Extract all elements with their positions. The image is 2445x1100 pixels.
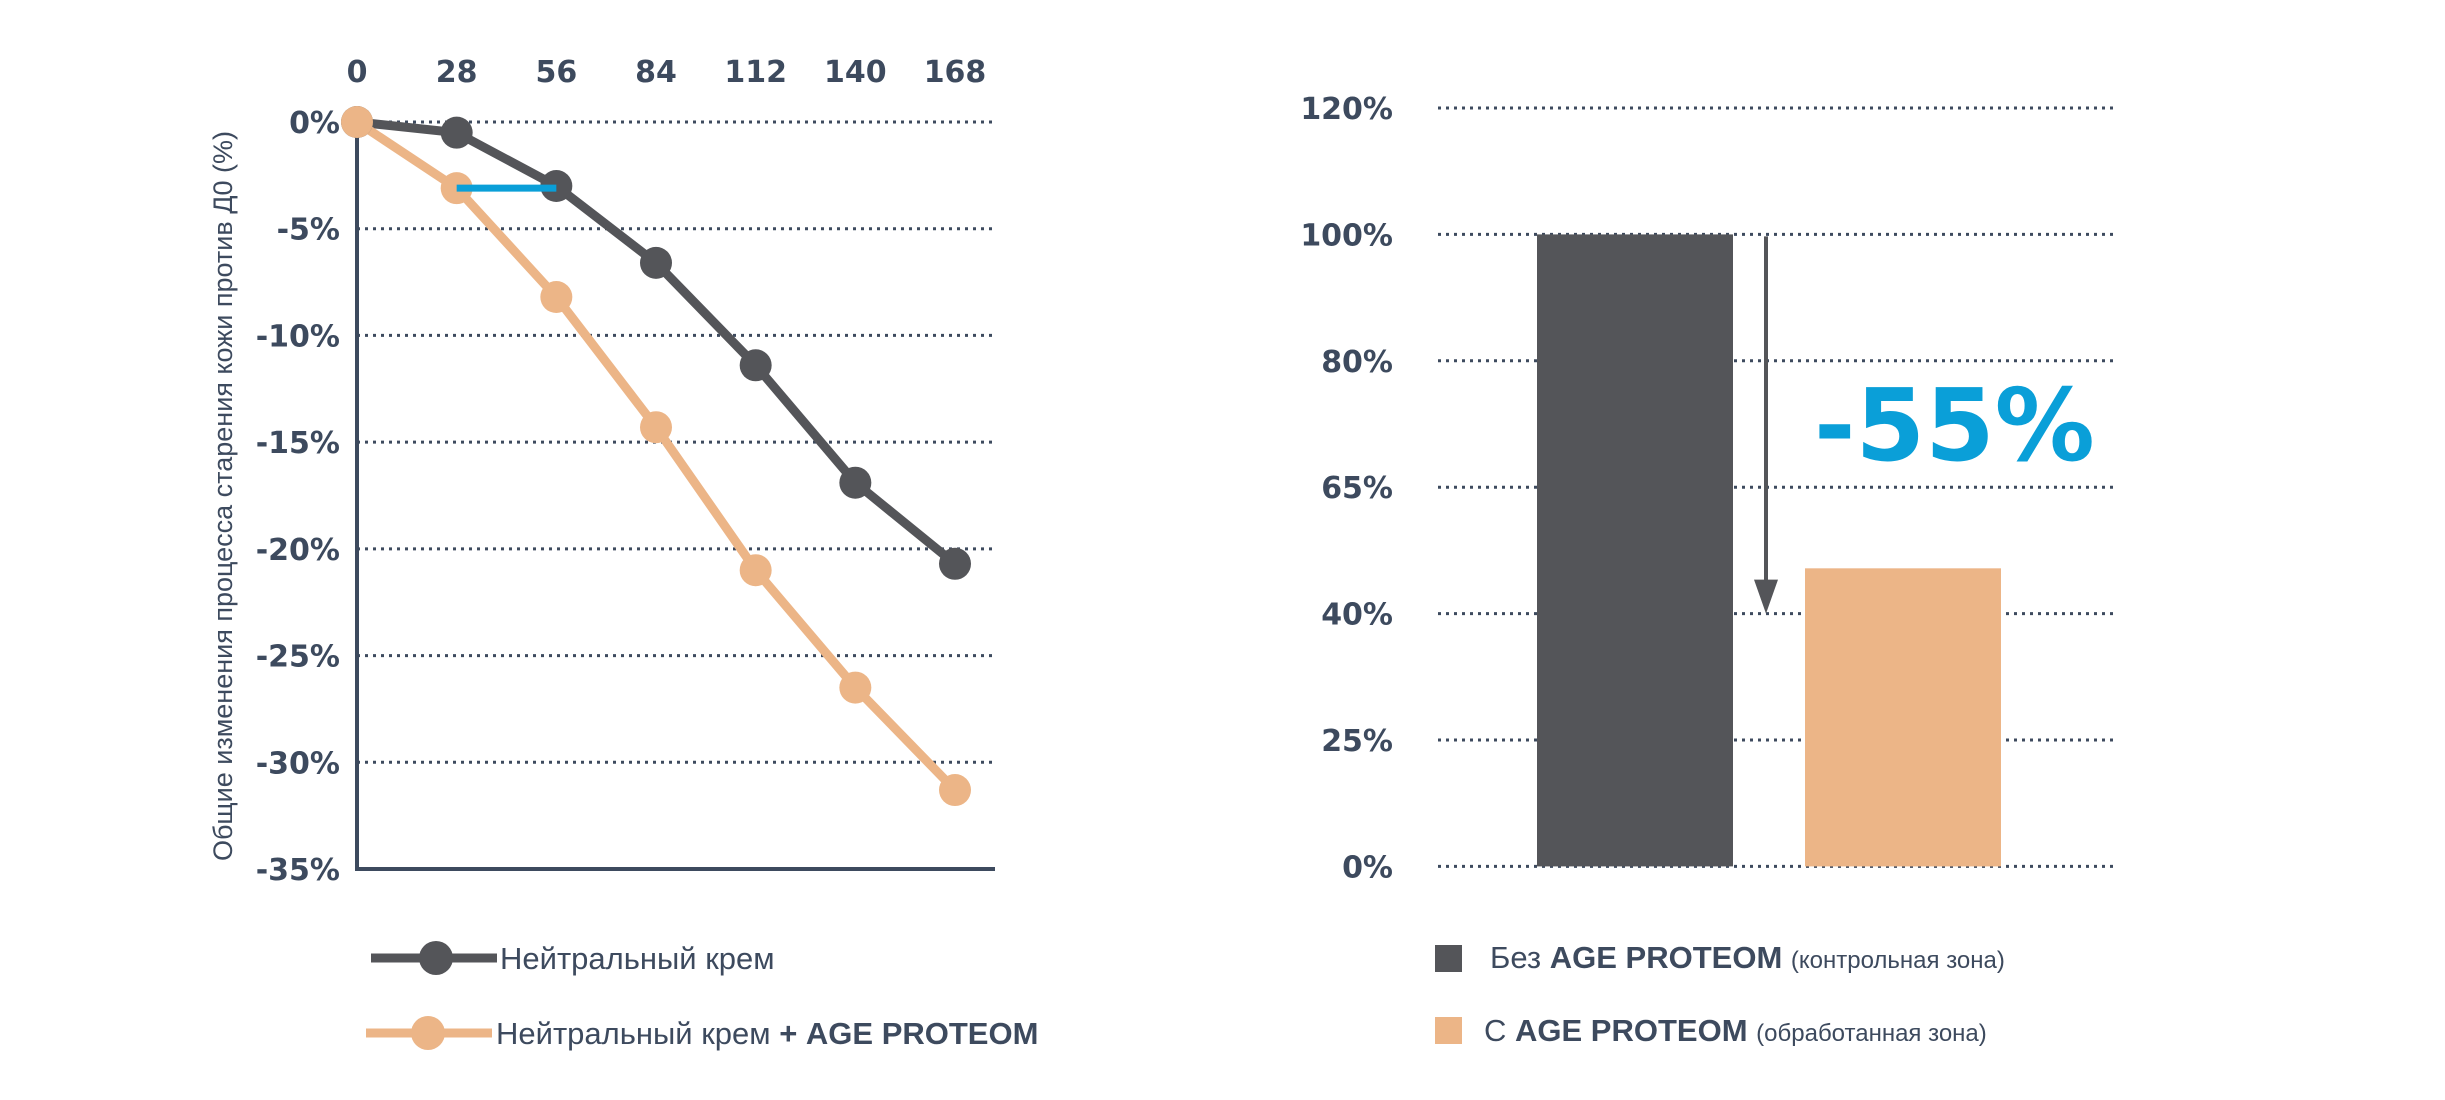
bar-1 <box>1537 234 1733 867</box>
legend-bar-chart: Без AGE PROTEOM (контрольная зона) С AGE… <box>1435 940 2005 1048</box>
y-tick-label: -5% <box>277 213 340 248</box>
legend-label: Без AGE PROTEOM (контрольная зона) <box>1490 940 2005 975</box>
y-tick-label: 0% <box>1342 850 1393 885</box>
data-point-series-2 <box>839 671 872 704</box>
y-tick-label: -15% <box>256 426 340 461</box>
data-point-series-2 <box>341 106 373 138</box>
y-tick-label: 65% <box>1321 471 1393 506</box>
y-axis-label: Общие изменения процесса старения кожи п… <box>208 131 238 861</box>
y-tick-label: 0% <box>289 106 340 141</box>
data-point-series-1 <box>640 246 672 279</box>
axis-lines <box>355 122 995 871</box>
x-tick-label: 84 <box>635 55 677 90</box>
legend-swatch <box>1435 945 1462 972</box>
data-point-series-1 <box>939 547 971 580</box>
data-point-series-1 <box>440 116 473 149</box>
line-chart: 0% -5% -10% -15% -20% -25% -30% -35% 0 28 56 84 112 1… <box>256 55 995 888</box>
y-tick-label: -25% <box>256 640 340 675</box>
legend-swatch <box>1435 1017 1462 1044</box>
legend-line-chart: Нейтральный крем Нейтральный крем + AGE … <box>366 941 1038 1051</box>
bar-chart: 120% 100% 80% 65% 40% 25% 0% <box>1300 92 2117 885</box>
legend-marker <box>419 941 453 975</box>
data-point-series-2 <box>939 774 971 807</box>
reduction-annotation: -55% <box>1814 367 2095 484</box>
data-point-series-2 <box>540 281 573 314</box>
arrow-down-icon <box>1754 579 1778 614</box>
y-tick-label: -10% <box>256 319 340 354</box>
y-tick-label: 120% <box>1300 92 1393 127</box>
legend-label: С AGE PROTEOM (обработанная зона) <box>1484 1013 1987 1048</box>
x-tick-label: 56 <box>535 55 577 90</box>
x-tick-label: 140 <box>824 55 887 90</box>
legend-label: Нейтральный крем <box>500 941 775 976</box>
y-tick-label: -30% <box>256 746 340 781</box>
data-point-series-2 <box>640 411 672 444</box>
y-tick-label: 25% <box>1321 724 1393 759</box>
y-tick-label: 100% <box>1300 218 1393 253</box>
y-tick-label: -35% <box>256 853 340 888</box>
y-tick-label: -20% <box>256 533 340 568</box>
data-point-series-2 <box>739 554 772 587</box>
legend-marker <box>411 1016 445 1050</box>
x-tick-label: 168 <box>924 55 987 90</box>
data-point-series-1 <box>839 466 872 499</box>
bar-2 <box>1805 568 2001 867</box>
x-tick-label: 112 <box>724 55 787 90</box>
x-tick-label: 28 <box>436 55 478 90</box>
x-tick-label: 0 <box>347 55 368 90</box>
y-tick-label: 80% <box>1321 345 1393 380</box>
legend-label: Нейтральный крем + AGE PROTEOM <box>496 1016 1038 1051</box>
data-point-series-1 <box>739 349 772 382</box>
y-tick-label: 40% <box>1321 598 1393 633</box>
